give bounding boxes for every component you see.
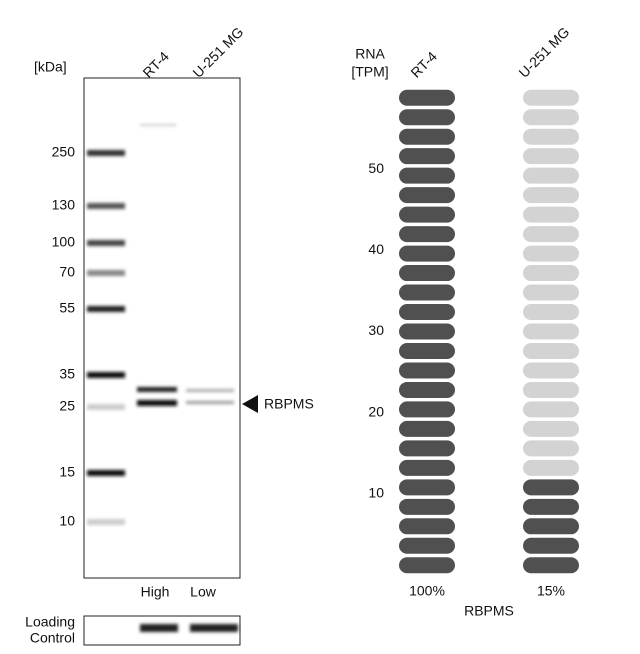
tpm-pill xyxy=(399,557,455,574)
tpm-pill xyxy=(399,284,455,301)
tpm-pill xyxy=(523,226,579,243)
loading-label: Control xyxy=(30,630,75,646)
marker-label: 10 xyxy=(59,513,75,529)
tpm-pill xyxy=(399,342,455,359)
gene-label: RBPMS xyxy=(464,603,514,619)
ladder-band xyxy=(87,306,125,312)
ladder-band xyxy=(87,519,125,525)
blot-frame xyxy=(83,77,241,579)
tpm-pill xyxy=(399,206,455,223)
tpm-pill xyxy=(399,459,455,476)
y-tick-label: 50 xyxy=(368,160,384,176)
percent-label: 100% xyxy=(409,583,445,599)
tpm-pill xyxy=(399,518,455,535)
tpm-pill xyxy=(523,89,579,106)
tpm-pill xyxy=(399,381,455,398)
tpm-pill xyxy=(399,89,455,106)
tpm-pill xyxy=(399,167,455,184)
tpm-pill xyxy=(523,362,579,379)
tpm-pill xyxy=(523,323,579,340)
tpm-pill xyxy=(523,342,579,359)
tpm-pill xyxy=(399,304,455,321)
tpm-pill xyxy=(523,479,579,496)
tpm-pill xyxy=(523,537,579,554)
marker-label: 130 xyxy=(52,197,76,213)
unit-label: [kDa] xyxy=(34,59,67,75)
tpm-pill xyxy=(399,109,455,126)
tpm-pill xyxy=(523,167,579,184)
tpm-pill xyxy=(523,206,579,223)
sample-label: U-251 MG xyxy=(515,24,572,81)
tpm-pill xyxy=(399,401,455,418)
tpm-pill xyxy=(399,148,455,165)
tpm-pill xyxy=(523,304,579,321)
tpm-pill xyxy=(399,187,455,204)
marker-label: 35 xyxy=(59,366,75,382)
tpm-pill xyxy=(523,148,579,165)
blot-bands xyxy=(137,124,238,632)
level-label: Low xyxy=(190,584,217,600)
tpm-pill xyxy=(523,265,579,282)
tpm-pill xyxy=(399,479,455,496)
tpm-pill xyxy=(399,420,455,437)
tpm-pill xyxy=(399,362,455,379)
marker-label: 15 xyxy=(59,464,75,480)
marker-label: 25 xyxy=(59,398,75,414)
target-label: RBPMS xyxy=(264,396,314,412)
ladder-band xyxy=(87,470,125,476)
tpm-pill xyxy=(523,284,579,301)
tpm-pill xyxy=(399,265,455,282)
tpm-pill xyxy=(523,245,579,262)
tpm-pill xyxy=(523,109,579,126)
tpm-pill xyxy=(399,498,455,515)
loading-label: Loading xyxy=(25,614,75,630)
ladder-band xyxy=(87,404,125,410)
ladder-band xyxy=(87,372,125,378)
tpm-pill xyxy=(523,401,579,418)
marker-label: 250 xyxy=(52,144,76,160)
ladder-band xyxy=(87,150,125,156)
rna-label: [TPM] xyxy=(351,64,388,80)
ladder-band xyxy=(87,270,125,276)
tpm-pill xyxy=(399,245,455,262)
tpm-pill xyxy=(523,381,579,398)
tpm-pill xyxy=(523,557,579,574)
y-tick-label: 20 xyxy=(368,403,384,419)
tpm-pill xyxy=(523,420,579,437)
lane-label: RT-4 xyxy=(139,48,172,81)
y-tick-label: 30 xyxy=(368,322,384,338)
tpm-pill xyxy=(399,128,455,145)
tpm-pill xyxy=(399,323,455,340)
marker-label: 100 xyxy=(52,234,76,250)
tpm-pill xyxy=(523,459,579,476)
y-tick-label: 10 xyxy=(368,485,384,501)
tpm-pill xyxy=(523,518,579,535)
tpm-pill xyxy=(523,128,579,145)
marker-label: 55 xyxy=(59,300,75,316)
tpm-pill xyxy=(399,537,455,554)
arrow xyxy=(242,395,258,413)
ladder xyxy=(87,150,125,525)
tpm-pill xyxy=(399,440,455,457)
percent-label: 15% xyxy=(537,583,565,599)
sample-label: RT-4 xyxy=(407,48,440,81)
tpm-pill xyxy=(523,187,579,204)
level-label: High xyxy=(141,584,170,600)
ladder-band xyxy=(87,240,125,246)
tpm-pill xyxy=(523,498,579,515)
lane-label: U-251 MG xyxy=(189,24,246,81)
rna-label: RNA xyxy=(355,46,385,62)
ladder-band xyxy=(87,203,125,209)
tpm-pill xyxy=(523,440,579,457)
marker-label: 70 xyxy=(59,264,75,280)
tpm-pill xyxy=(399,226,455,243)
y-tick-label: 40 xyxy=(368,241,384,257)
